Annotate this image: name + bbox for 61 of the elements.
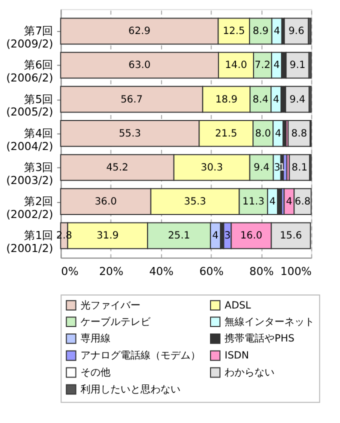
data-label: 8.1 xyxy=(292,162,308,174)
y-tick-label: 第1回 (2001/2) xyxy=(6,229,54,256)
y-tick-label: 第7回 (2009/2) xyxy=(6,24,54,51)
legend-label: 携帯電話やPHS xyxy=(224,332,294,345)
x-tick-label: 0% xyxy=(61,265,78,278)
data-label: 9.4 xyxy=(290,94,306,106)
x-tick-label: 20% xyxy=(99,265,124,278)
data-label: 11.3 xyxy=(242,196,264,208)
data-label: 16.0 xyxy=(240,230,262,242)
data-label: 4 xyxy=(273,60,280,72)
x-tick-label: 40% xyxy=(149,265,174,278)
data-label: 4 xyxy=(212,230,219,242)
data-label: 9.1 xyxy=(290,60,306,72)
data-label: 9.4 xyxy=(254,162,270,174)
legend-label: ADSL xyxy=(224,300,252,312)
data-label: 35.3 xyxy=(184,196,206,208)
data-label: 18.9 xyxy=(215,94,238,106)
legend-label: アナログ電話線（モデム） xyxy=(80,350,201,362)
legend-label: 利用したいと思わない xyxy=(80,383,181,396)
data-label: 21.5 xyxy=(215,128,238,140)
data-label: 30.3 xyxy=(200,162,223,174)
y-tick-label: 第5回 (2005/2) xyxy=(6,92,54,119)
data-label: 56.7 xyxy=(120,94,143,106)
legend-label: 光ファイバー xyxy=(80,299,141,312)
data-label: 45.2 xyxy=(106,162,128,174)
legend-label: 無線インターネット xyxy=(224,316,315,328)
data-label: 62.9 xyxy=(128,26,150,38)
data-label: 8.4 xyxy=(252,94,268,106)
data-label: 8.0 xyxy=(255,128,271,140)
data-label: 14.0 xyxy=(224,60,248,72)
y-tick-label: 第3回 (2003/2) xyxy=(6,160,54,187)
y-tick-label: 第4回 (2004/2) xyxy=(6,126,54,153)
data-label: 4 xyxy=(274,128,282,140)
x-tick-label: 80% xyxy=(249,265,274,278)
data-label: 36.0 xyxy=(94,196,117,208)
x-tick-label: 100% xyxy=(280,265,312,278)
data-label: 7.2 xyxy=(254,60,270,72)
data-label: 31.9 xyxy=(96,230,119,242)
legend-label: ISDN xyxy=(224,350,249,362)
legend-label: わからない xyxy=(224,367,275,378)
legend-label: 専用線 xyxy=(80,332,111,345)
data-label: 3 xyxy=(274,162,280,174)
legend-label: ケーブルテレビ xyxy=(80,316,152,328)
data-label: 9.6 xyxy=(288,26,304,38)
data-label: 8.9 xyxy=(252,26,269,38)
data-label: 55.3 xyxy=(118,128,141,140)
data-label: 4 xyxy=(286,196,292,208)
data-label: 8.8 xyxy=(291,128,308,140)
y-tick-label: 第6回 (2006/2) xyxy=(6,58,54,85)
data-label: 15.6 xyxy=(280,230,302,242)
x-tick-label: 60% xyxy=(199,265,224,278)
y-tick-label: 第2回 (2002/2) xyxy=(6,195,54,221)
data-label: 3 xyxy=(224,230,231,242)
data-label: 4 xyxy=(274,26,280,38)
data-label: 63.0 xyxy=(128,60,151,72)
data-label: 4 xyxy=(272,94,280,106)
data-label: 6.8 xyxy=(294,196,311,208)
data-label: 12.5 xyxy=(222,26,245,38)
data-label: 25.1 xyxy=(168,230,190,242)
data-label: 4 xyxy=(269,196,276,208)
legend-label: その他 xyxy=(80,366,111,378)
